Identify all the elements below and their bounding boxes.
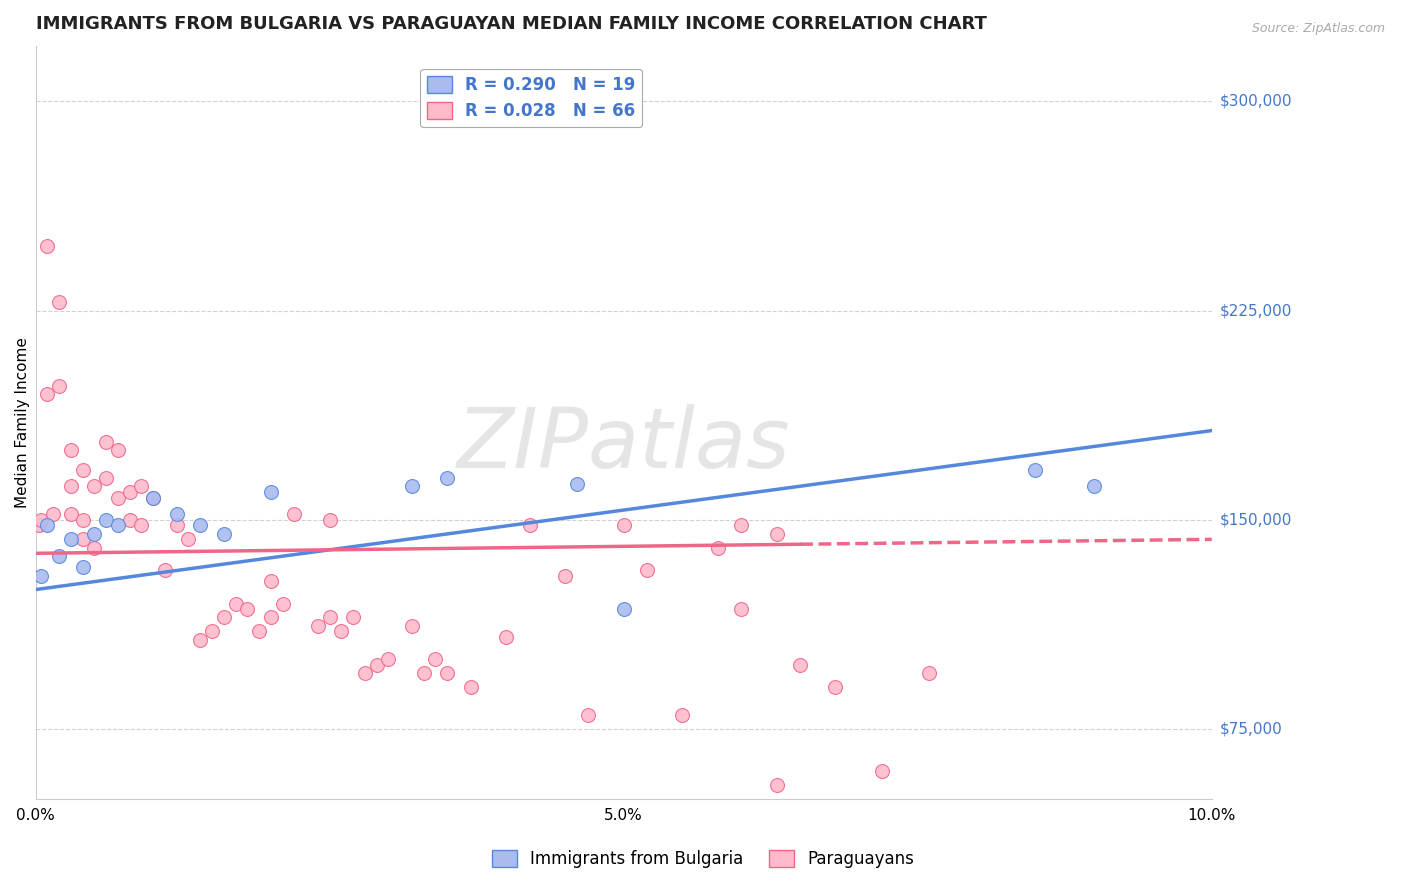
Point [401,479,423,493]
Point [30,513,52,527]
Point [247,624,270,639]
Point [225,597,247,611]
Point [730,602,752,616]
Point [730,518,752,533]
Text: $150,000: $150,000 [1220,512,1292,527]
Point [48,295,70,310]
Point [72,513,94,527]
Point [401,619,423,633]
Point [1024,462,1046,476]
Point [59,479,82,493]
Point [131,518,153,533]
Point [142,491,165,505]
Point [318,610,340,624]
Point [377,652,399,666]
Legend: Immigrants from Bulgaria, Paraguayans: Immigrants from Bulgaria, Paraguayans [485,843,921,875]
Point [72,462,94,476]
Point [212,526,235,541]
Point [354,666,377,681]
Point [318,513,340,527]
Point [706,541,728,555]
Point [59,508,82,522]
Point [554,568,576,582]
Point [131,479,153,493]
Point [153,563,176,577]
Point [48,379,70,393]
Point [576,708,599,723]
Point [59,533,82,547]
Text: $75,000: $75,000 [1220,722,1282,737]
Text: $300,000: $300,000 [1220,94,1292,109]
Point [495,630,517,644]
Point [166,508,188,522]
Point [789,657,811,672]
Point [765,526,787,541]
Point [260,574,283,589]
Point [166,518,188,533]
Point [72,533,94,547]
Legend: R = 0.290   N = 19, R = 0.028   N = 66: R = 0.290 N = 19, R = 0.028 N = 66 [420,69,643,127]
Point [425,652,447,666]
Point [412,666,434,681]
Point [636,563,658,577]
Point [142,491,165,505]
Point [83,526,105,541]
Text: $225,000: $225,000 [1220,303,1292,318]
Point [42,508,65,522]
Text: IMMIGRANTS FROM BULGARIA VS PARAGUAYAN MEDIAN FAMILY INCOME CORRELATION CHART: IMMIGRANTS FROM BULGARIA VS PARAGUAYAN M… [35,15,987,33]
Point [94,513,117,527]
Point [613,518,636,533]
Point [283,508,305,522]
Point [94,434,117,449]
Point [107,443,129,458]
Point [118,513,141,527]
Point [188,632,211,647]
Point [30,568,52,582]
Point [436,666,458,681]
Point [107,518,129,533]
Point [94,471,117,485]
Point [519,518,541,533]
Point [236,602,259,616]
Point [48,549,70,563]
Point [342,610,364,624]
Point [83,479,105,493]
Point [271,597,294,611]
Point [59,443,82,458]
Y-axis label: Median Family Income: Median Family Income [15,337,30,508]
Point [613,602,636,616]
Point [1083,479,1105,493]
Point [37,518,59,533]
Point [872,764,894,778]
Text: ZIPatlas: ZIPatlas [457,404,790,485]
Text: Source: ZipAtlas.com: Source: ZipAtlas.com [1251,22,1385,36]
Point [72,560,94,574]
Point [671,708,693,723]
Point [83,541,105,555]
Point [177,533,200,547]
Point [918,666,941,681]
Point [765,778,787,792]
Point [565,476,588,491]
Point [436,471,458,485]
Point [37,387,59,401]
Point [366,657,388,672]
Point [201,624,224,639]
Point [260,610,283,624]
Point [824,680,846,694]
Point [118,485,141,500]
Point [307,619,329,633]
Point [212,610,235,624]
Point [188,518,211,533]
Point [28,518,51,533]
Point [107,491,129,505]
Point [330,624,353,639]
Point [260,485,283,500]
Point [460,680,482,694]
Point [37,239,59,253]
